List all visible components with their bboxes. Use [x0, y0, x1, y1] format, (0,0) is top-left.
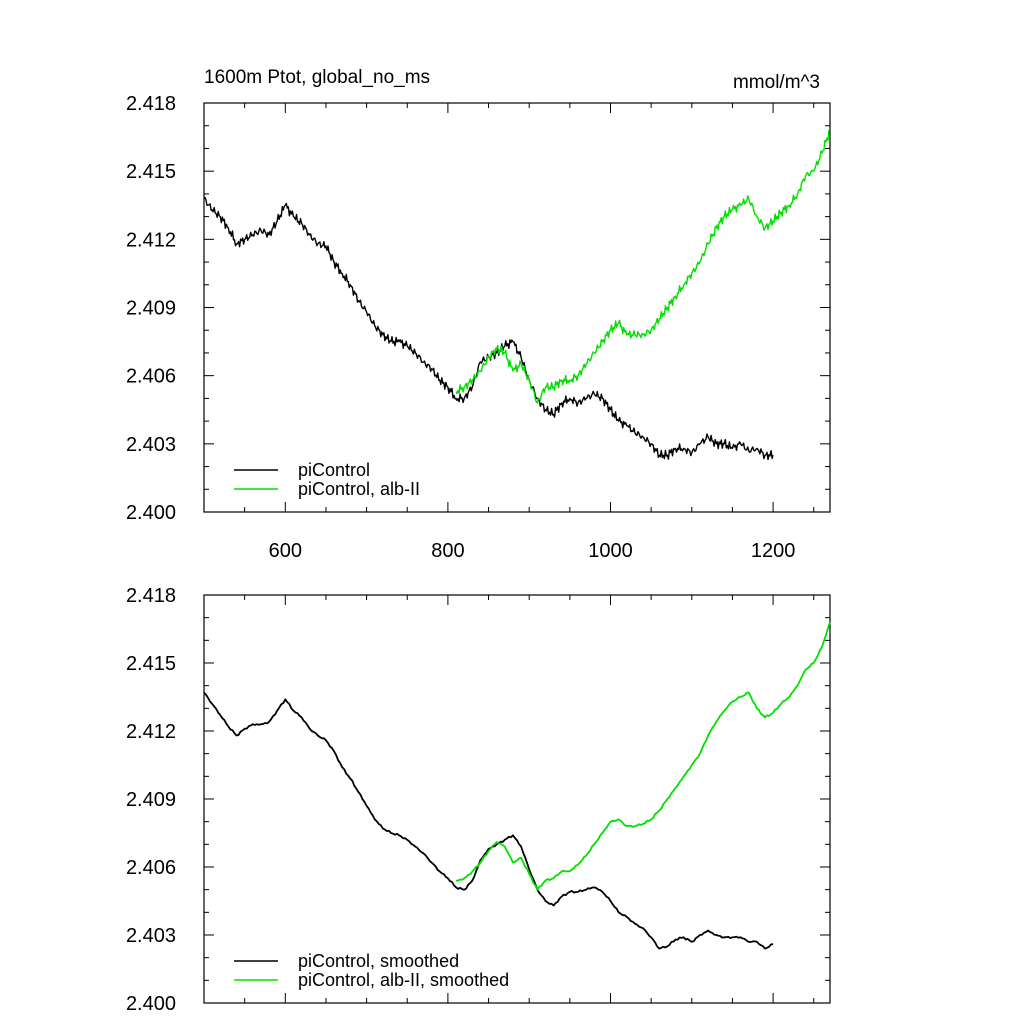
y-tick-label: 2.400	[126, 502, 176, 524]
y-tick-label: 2.415	[126, 653, 176, 675]
bottom-panel: 2.400 2.403 2.406 2.409 2.412 2.415 2.418 piCon…	[126, 585, 831, 1015]
y-tick-label: 2.412	[126, 721, 176, 743]
legend-label-0: piControl	[298, 460, 370, 480]
chart-title: 1600m Ptot, global_no_ms	[204, 67, 430, 88]
x-tick-label: 600	[269, 540, 302, 562]
legend-label-1: piControl, alb-II	[298, 479, 420, 499]
y-tick-label: 2.409	[126, 298, 176, 320]
y-tick-label: 2.406	[126, 366, 176, 388]
y-tick-label: 2.409	[126, 789, 176, 811]
plot-frame	[203, 594, 831, 1004]
series-line-0	[203, 691, 774, 950]
series-line-1	[455, 129, 831, 404]
x-tick-label: 1000	[588, 540, 633, 562]
y-tick-label: 2.412	[126, 229, 176, 251]
y-tick-label: 2.418	[126, 93, 176, 115]
top-panel: 2.400 2.403 2.406 2.409 2.412 2.415 2.418 600 80…	[126, 67, 831, 562]
x-tick-label: 1200	[751, 540, 796, 562]
x-tick-label: 800	[431, 540, 464, 562]
series-line-1	[456, 621, 831, 891]
legend-label-0: piControl, smoothed	[298, 951, 459, 971]
y-tick-label: 2.418	[126, 585, 176, 607]
units-label: mmol/m^3	[733, 72, 820, 93]
series-line-0	[203, 196, 774, 461]
y-tick-label: 2.403	[126, 434, 176, 456]
y-tick-label: 2.400	[126, 993, 176, 1015]
y-tick-label: 2.406	[126, 857, 176, 879]
y-tick-label: 2.403	[126, 925, 176, 947]
y-tick-label: 2.415	[126, 161, 176, 183]
legend-label-1: piControl, alb-II, smoothed	[298, 970, 509, 990]
